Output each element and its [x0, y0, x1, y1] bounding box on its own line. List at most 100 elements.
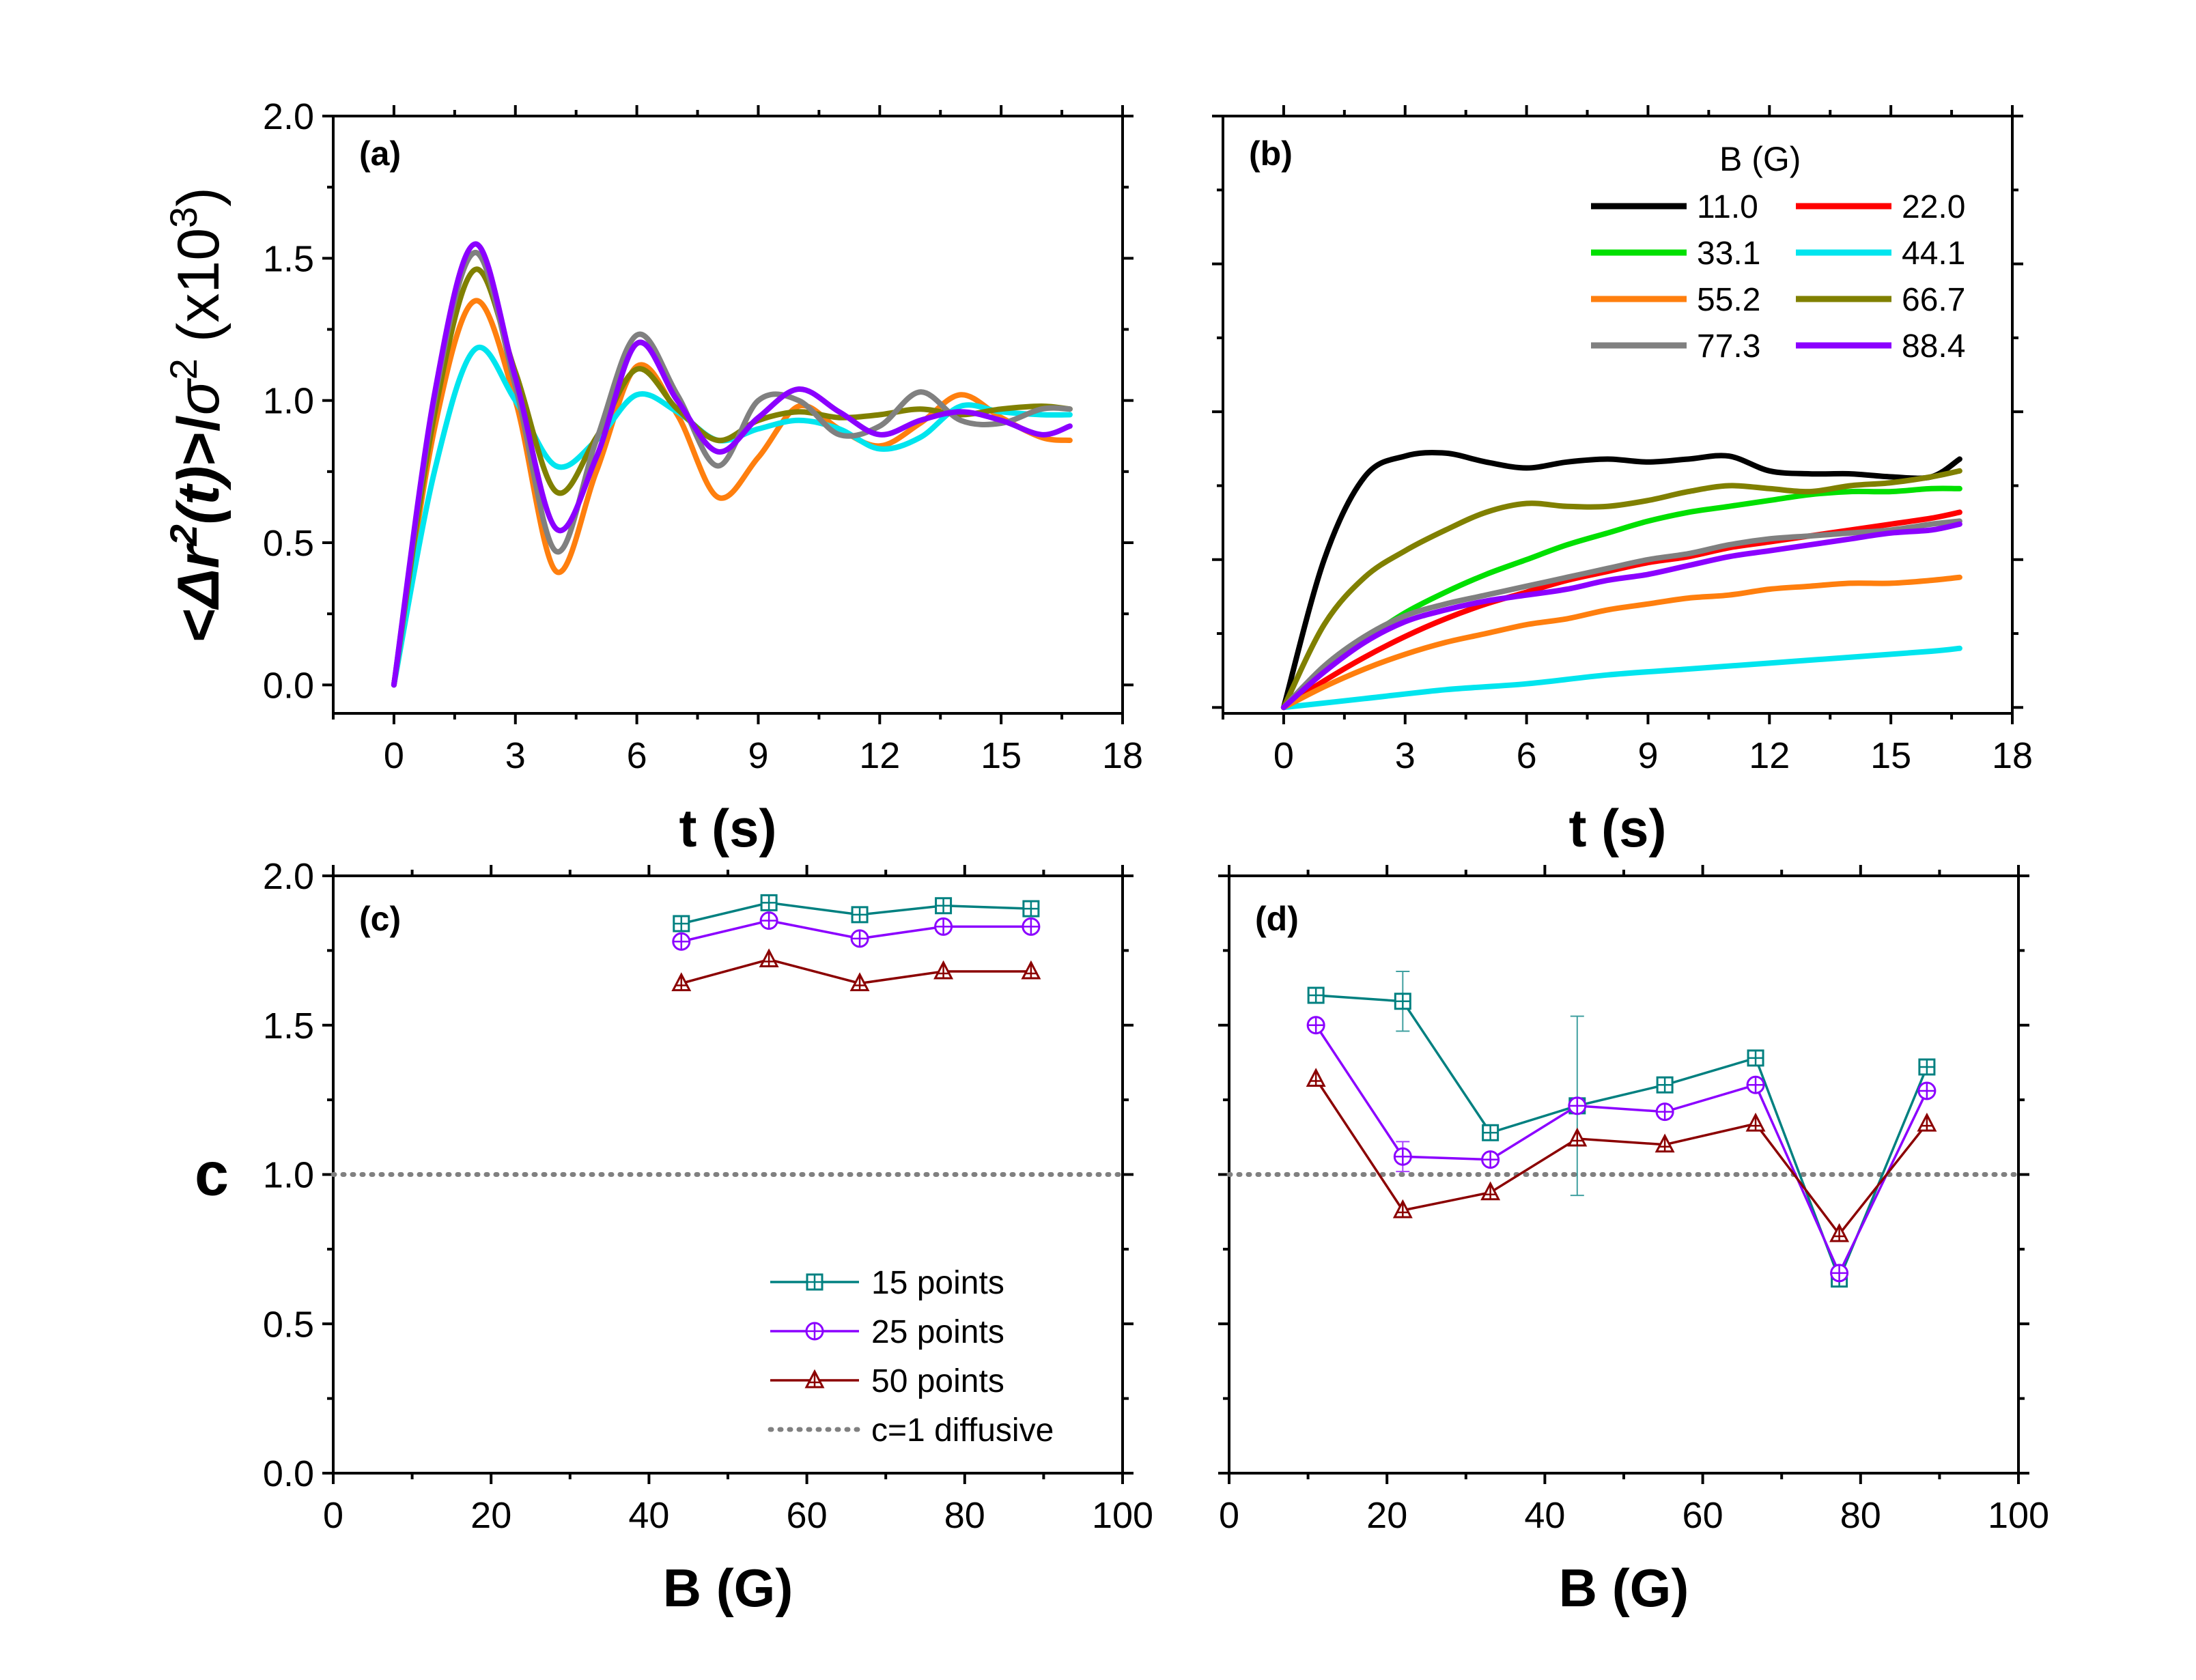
- x-tick-label: 0: [384, 735, 404, 776]
- x-tick-label: 18: [1992, 735, 2033, 776]
- series-line-77.3: [1280, 518, 1962, 711]
- y-tick-label: 2.0: [263, 96, 314, 137]
- x-tick-label: 0: [323, 1495, 343, 1536]
- x-tick-label: 100: [1092, 1495, 1153, 1536]
- x-tick-label: 20: [1366, 1495, 1407, 1536]
- x-tick-label: 6: [1517, 735, 1537, 776]
- legend-marker-cross: [809, 1373, 820, 1387]
- legend-label: 50 points: [871, 1363, 1004, 1399]
- data-point-cross: [1310, 1071, 1322, 1086]
- legend-label: 44.1: [1902, 236, 1965, 272]
- series-line-11.0: [1280, 450, 1962, 711]
- data-point-cross: [761, 913, 777, 928]
- legend-label: 33.1: [1697, 236, 1760, 272]
- x-tick-label: 12: [1749, 735, 1790, 776]
- panel-c: 0 20 40 60 80 100 0.0 0.5 1.0 1.5 2.0 B (G) (c) c 15 p…: [195, 856, 1153, 1618]
- series-line-77.3: [391, 250, 1073, 688]
- data-point-cross: [1831, 1265, 1847, 1281]
- x-tick-label: 40: [1524, 1495, 1565, 1536]
- panel-letter: (b): [1249, 134, 1293, 173]
- panel-d: 0 20 40 60 80 100 B (G) (d): [1218, 865, 2049, 1618]
- data-point-cross: [1025, 964, 1037, 978]
- data-point-cross: [1657, 1077, 1673, 1093]
- panel-letter: (c): [359, 900, 401, 938]
- x-tick-label: 6: [627, 735, 647, 776]
- x-axis-label: B (G): [1559, 1558, 1689, 1618]
- x-axis-label: t (s): [679, 798, 777, 858]
- data-point-cross: [1482, 1125, 1498, 1141]
- x-tick-label: 80: [944, 1495, 985, 1536]
- legend-label: 22.0: [1902, 189, 1965, 225]
- legend-label: 25 points: [871, 1314, 1004, 1350]
- plot-frame: [332, 115, 1124, 715]
- panel-b: 0 3 6 9 12 15 18 t (s) (b) B (G) 11.0 22.0 33.1 44.1 5…: [1212, 105, 2033, 858]
- series-line-44.1: [1280, 645, 1962, 711]
- y-tick-label: 0.0: [263, 1453, 314, 1494]
- plot-frame: [1222, 115, 2014, 715]
- data-point-cross: [1750, 1116, 1762, 1131]
- y-axis-label: <Δr2(t)>/σ2 (x103): [162, 187, 231, 642]
- data-point-cross: [1571, 1131, 1583, 1145]
- x-tick-label: 18: [1102, 735, 1143, 776]
- series-line-66.7: [391, 266, 1073, 688]
- x-tick-label: 60: [787, 1495, 828, 1536]
- x-tick-label: 3: [1395, 735, 1416, 776]
- data-point-cross: [852, 907, 868, 922]
- data-point-cross: [675, 976, 687, 991]
- data-point-cross: [1919, 1059, 1934, 1074]
- series-line-22.0: [1280, 509, 1962, 711]
- panel-a: 0 3 6 9 12 15 18 0.0 0.5 1.0 1.5 2.0 t (s) (a) <Δr2(t)…: [162, 96, 1143, 858]
- data-point-cross: [1395, 993, 1411, 1009]
- legend-label: c=1 diffusive: [871, 1412, 1054, 1449]
- y-axis-label: c: [195, 1141, 229, 1209]
- data-point-cross: [1023, 901, 1039, 917]
- x-tick-label: 100: [1988, 1495, 2049, 1536]
- data-point-cross: [763, 952, 775, 967]
- x-tick-label: 9: [1637, 735, 1658, 776]
- legend-marker-cross: [807, 1324, 822, 1339]
- data-point-cross: [673, 934, 689, 950]
- series-line-88.4: [391, 241, 1073, 688]
- x-tick-label: 40: [628, 1495, 669, 1536]
- y-tick-label: 1.0: [263, 1155, 314, 1196]
- panel-letter: (d): [1255, 900, 1299, 938]
- data-point-cross: [1397, 1203, 1409, 1217]
- data-point-cross: [1484, 1184, 1496, 1199]
- data-point-cross: [1395, 1149, 1411, 1165]
- data-point-cross: [761, 895, 777, 911]
- x-tick-label: 15: [981, 735, 1022, 776]
- x-tick-label: 60: [1683, 1495, 1723, 1536]
- data-point-cross: [1748, 1050, 1764, 1066]
- x-tick-label: 0: [1219, 1495, 1239, 1536]
- data-point-cross: [1657, 1104, 1673, 1120]
- data-point-cross: [1659, 1137, 1671, 1152]
- series-line-88.4: [1280, 521, 1962, 711]
- y-tick-label: 1.5: [263, 238, 314, 279]
- data-point-cross: [1921, 1116, 1932, 1131]
- legend-title: B (G): [1719, 140, 1801, 178]
- x-tick-label: 20: [470, 1495, 511, 1536]
- panel-letter: (a): [359, 134, 401, 173]
- legend-label: 66.7: [1902, 282, 1965, 318]
- x-axis-label: t (s): [1569, 798, 1667, 858]
- data-point-cross: [1308, 988, 1324, 1003]
- data-point-cross: [852, 930, 868, 946]
- y-tick-label: 2.0: [263, 856, 314, 897]
- y-tick-label: 1.5: [263, 1006, 314, 1047]
- data-point-cross: [1569, 1098, 1585, 1113]
- data-point-cross: [854, 976, 866, 991]
- data-point-cross: [1482, 1152, 1498, 1167]
- data-point-cross: [673, 916, 689, 931]
- data-point-cross: [1748, 1077, 1764, 1093]
- x-tick-label: 3: [505, 735, 526, 776]
- data-point-cross: [1308, 1017, 1324, 1033]
- x-tick-label: 0: [1273, 735, 1294, 776]
- data-point-cross: [1919, 1083, 1934, 1098]
- series-line-50 points: [1314, 1078, 1928, 1236]
- y-tick-label: 0.5: [263, 523, 314, 564]
- data-point-cross: [938, 964, 949, 978]
- legend: 15 points 25 points 50 points c=1 diffusive: [768, 1265, 1054, 1449]
- data-point-cross: [935, 898, 951, 913]
- series-line-66.7: [1280, 468, 1962, 711]
